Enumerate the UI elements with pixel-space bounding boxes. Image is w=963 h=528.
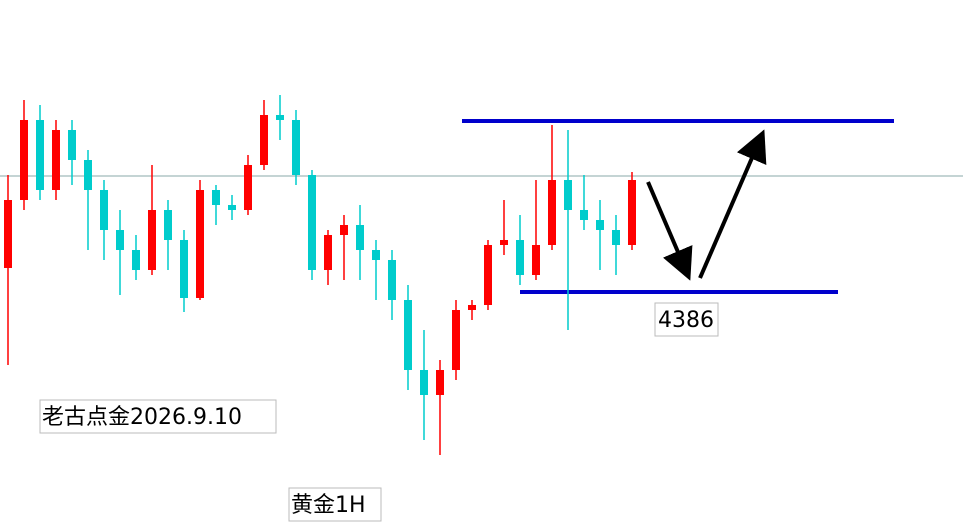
candle-body	[484, 245, 492, 305]
candle-body	[308, 175, 316, 270]
candle-body	[436, 370, 444, 395]
candle-body	[564, 180, 572, 210]
candle-body	[20, 120, 28, 200]
candle-body	[100, 190, 108, 230]
candle-body	[260, 115, 268, 165]
candle-body	[244, 165, 252, 210]
candle-body	[148, 210, 156, 270]
symbol-label: 黄金1H	[291, 493, 366, 518]
candle-body	[452, 310, 460, 370]
candle-body	[180, 240, 188, 298]
candle-body	[500, 240, 508, 245]
author-label: 老古点金2026.9.10	[42, 405, 242, 430]
candle-body	[356, 225, 364, 250]
candle-body	[596, 220, 604, 230]
candle-body	[292, 120, 300, 175]
label-box	[288, 487, 382, 522]
candle-body	[228, 205, 236, 210]
candle-body	[68, 130, 76, 160]
candle-body	[132, 250, 140, 270]
label-box	[654, 302, 719, 337]
candle-body	[212, 190, 220, 205]
candle-body	[612, 230, 620, 245]
candle-body	[84, 160, 92, 190]
candle-body	[532, 245, 540, 275]
support-label: 4386	[658, 308, 714, 333]
candle-body	[468, 305, 476, 310]
candle-body	[276, 115, 284, 120]
candle-body	[388, 260, 396, 300]
label-box	[39, 399, 277, 434]
candle-body	[628, 180, 636, 245]
candle-body	[116, 230, 124, 250]
down-arrow	[646, 181, 693, 281]
up-arrow	[698, 129, 767, 279]
candle-body	[548, 180, 556, 245]
candle-body	[420, 370, 428, 395]
candle-body	[580, 210, 588, 220]
candle-body	[372, 250, 380, 260]
candle-body	[4, 200, 12, 268]
candle-body	[52, 130, 60, 190]
candle-body	[340, 225, 348, 235]
candle-body	[196, 190, 204, 298]
candle-body	[324, 235, 332, 270]
candle-body	[516, 240, 524, 275]
candle-body	[164, 210, 172, 240]
candle-body	[404, 300, 412, 370]
candle-body	[36, 120, 44, 190]
